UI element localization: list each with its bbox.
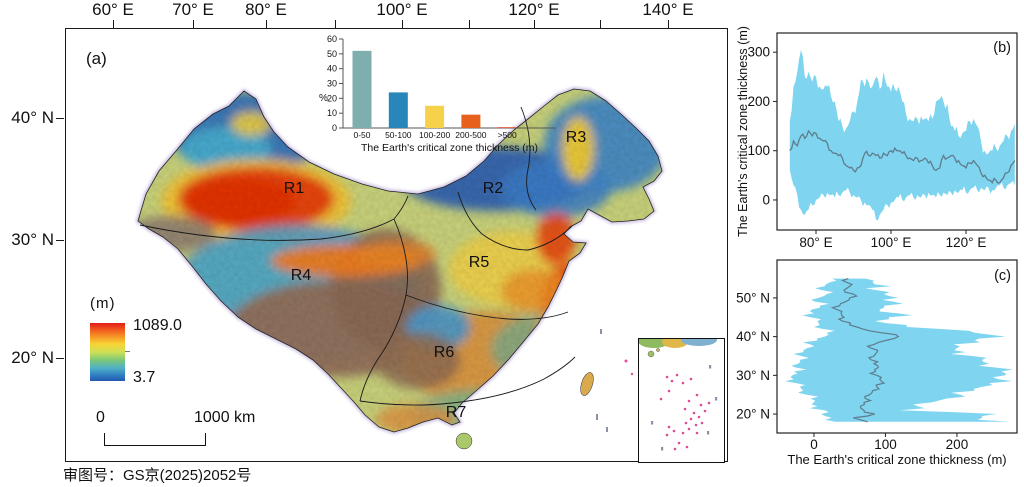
- legend-colorbar: [90, 323, 125, 381]
- map-left-latitude-axis: 40° N 30° N 20° N: [0, 28, 65, 462]
- xtick-label-c: 200: [946, 437, 969, 452]
- bar-category-label: 100-200: [419, 130, 450, 140]
- longitude-label: 60° E: [92, 0, 134, 19]
- mean-line-c: [830, 278, 900, 423]
- longitude-tick: [469, 20, 470, 28]
- panel-b-label: (b): [993, 40, 1011, 56]
- south-china-sea-inset-map: [638, 334, 718, 451]
- bar-category-label: 50-100: [385, 130, 412, 140]
- region-label-r5: R5: [468, 254, 490, 271]
- ytick-label-b: 300: [747, 45, 770, 60]
- xtick-label-b: 120° E: [946, 235, 987, 250]
- latitude-label: 20° N: [11, 348, 54, 367]
- bar-ytick-label: 0: [332, 123, 337, 133]
- bar-ytick-label: 30: [327, 79, 337, 89]
- xtick-label-b: 100° E: [871, 235, 912, 250]
- longitude-label: 80° E: [245, 0, 287, 19]
- bar-category-label: 0-50: [353, 130, 370, 140]
- longitude-label: 70° E: [172, 0, 214, 19]
- map-panel-a: (a) 0 10 20 30 40 50 60% 0-50 50-100 100-200 200-5…: [65, 28, 728, 463]
- region-label-r4: R4: [290, 267, 312, 284]
- region-boundaries: [139, 106, 576, 406]
- map-approval-number: 审图号：GS京(2025)2052号: [63, 467, 252, 484]
- ytick-label-b: 200: [747, 94, 770, 109]
- latitude-label: 30° N: [11, 230, 54, 249]
- inset-bar-chart: 0 10 20 30 40 50 60% 0-50 50-100 100-200 200-500 >5…: [319, 34, 556, 154]
- islands: [455, 329, 634, 450]
- scalebar-start-label: 0: [96, 409, 105, 426]
- bar-100-200: [425, 105, 445, 128]
- latitude-tick: [56, 240, 64, 241]
- xtick-label-c: 100: [874, 437, 897, 452]
- longitude-tick: [335, 20, 336, 28]
- xtick-label-c: 0: [810, 437, 818, 452]
- bar-category-label: 200-500: [455, 130, 486, 140]
- legend-min-value: 3.7: [133, 369, 156, 386]
- longitude-label: 100° E: [376, 0, 428, 19]
- longitude-tick: [266, 20, 267, 28]
- bar-ytick-label: 60: [327, 34, 337, 44]
- china-outline: [137, 88, 663, 433]
- scalebar-end-label: 1000 km: [194, 409, 256, 426]
- ytick-label-c: 30° N: [736, 368, 770, 383]
- bar-ytick-label: 10: [327, 108, 337, 118]
- longitude-profile-chart: 0 100 200 300 80° E 100° E 120° E The Earth's c…: [736, 26, 1018, 250]
- panel-a-label: (a): [86, 49, 107, 68]
- region-label-r7: R7: [445, 404, 467, 421]
- region-label-r6: R6: [433, 344, 455, 361]
- ytick-label-c: 40° N: [736, 329, 770, 344]
- ytick-label-c: 50° N: [736, 290, 770, 305]
- longitude-tick: [113, 20, 114, 28]
- frame-b: [776, 32, 1018, 231]
- longitude-label: 120° E: [508, 0, 560, 19]
- band-b: [789, 49, 1016, 221]
- scalebar-bracket: [104, 433, 206, 446]
- bar-0-50: [352, 50, 372, 128]
- bar-ytick-label: 50: [327, 49, 337, 59]
- frame-c: [776, 259, 1018, 434]
- bar-ytick-label: 20: [327, 93, 337, 103]
- legend-colorbar-tick: [125, 351, 130, 352]
- ytick-label-c: 20° N: [736, 407, 770, 422]
- bar-xlabel: The Earth's critical zone thickness (m): [361, 142, 538, 154]
- bar-50-100: [388, 92, 408, 128]
- region-label-r1: R1: [283, 180, 305, 197]
- ylabel-b: The Earth's critical zone thickness (m): [736, 26, 750, 237]
- bar-ytick-label: 40: [327, 64, 337, 74]
- region-label-r2: R2: [482, 180, 504, 197]
- bar-200-500: [461, 114, 481, 128]
- ytick-label-b: 100: [747, 143, 770, 158]
- latitude-tick: [56, 358, 64, 359]
- china-map: [135, 87, 664, 450]
- longitude-label: 140° E: [642, 0, 694, 19]
- panel-c-label: (c): [994, 268, 1011, 284]
- latitude-label: 40° N: [11, 108, 54, 127]
- bar-category-label: >500: [498, 130, 517, 140]
- legend-unit-label: (m): [90, 295, 116, 312]
- longitude-tick: [402, 20, 403, 28]
- region-label-r3: R3: [565, 129, 587, 146]
- longitude-tick: [193, 20, 194, 28]
- ytick-label-b: 0: [762, 192, 770, 207]
- south-china-sea-inset: [638, 334, 725, 463]
- bar->500: [497, 127, 517, 129]
- band-c: [785, 278, 1013, 423]
- map-top-longitude-axis: 60° E 70° E 80° E 100° E 120° E 140° E: [0, 0, 740, 28]
- xlabel-c: The Earth's critical zone thickness (m): [787, 452, 1006, 467]
- longitude-tick: [600, 20, 601, 28]
- mean-line-b: [789, 129, 1016, 184]
- longitude-tick: [668, 20, 669, 28]
- legend-max-value: 1089.0: [133, 317, 182, 334]
- latitude-tick: [56, 118, 64, 119]
- bar-ylabel: %: [319, 93, 328, 104]
- xtick-label-b: 80° E: [799, 235, 832, 250]
- longitude-tick: [534, 20, 535, 28]
